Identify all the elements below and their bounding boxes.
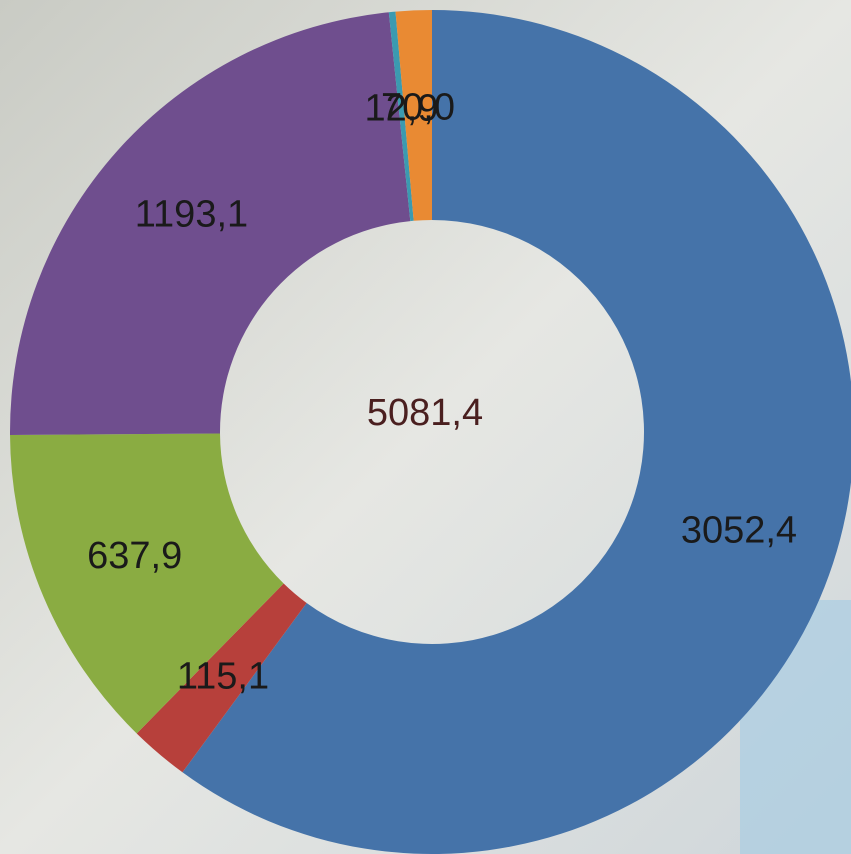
slice [388,11,414,222]
slice [10,12,411,435]
data-label: 70,0 [381,86,455,128]
labels: 3052,4 115,1 637,9 1193,1 12,970,0 [87,86,797,697]
slice [182,10,851,854]
donut [10,10,851,854]
slice [395,10,432,221]
center-label: 5081,4 [367,392,483,434]
slice [10,433,284,734]
slice [136,583,307,773]
data-label: 3052,4 [681,510,797,552]
data-label: 115,1 [177,655,269,697]
data-label: 1193,1 [135,193,248,235]
data-label: 637,9 [87,535,182,577]
data-label: 12,9 [365,87,439,129]
